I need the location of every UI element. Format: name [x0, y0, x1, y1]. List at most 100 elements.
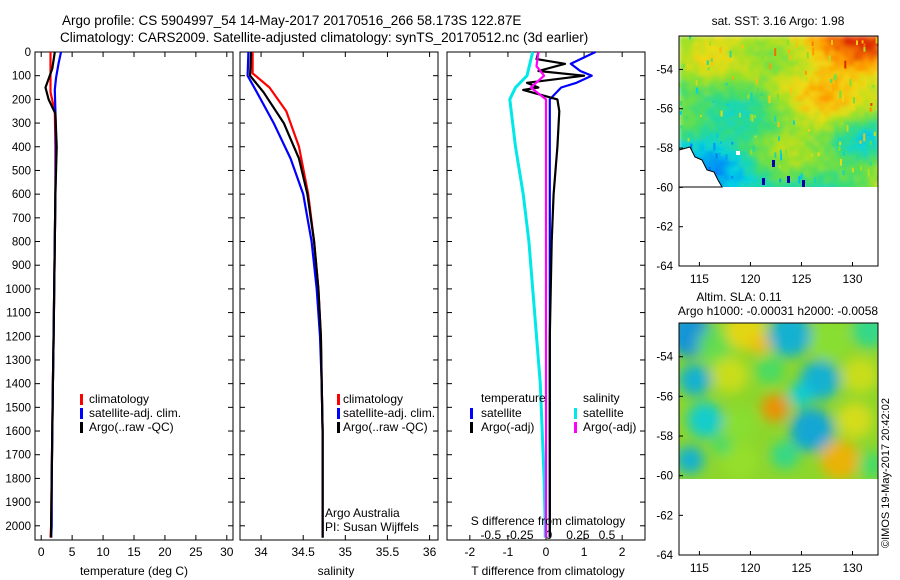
temperature-ticks: 0 5 10 15 20 25 30 — [38, 52, 234, 559]
legend-swatch-satellite — [80, 408, 83, 419]
top-tick-label: -0.25 — [506, 528, 534, 542]
difference-ticks: -2 -1 0 1 2 — [465, 52, 626, 559]
depth-tick-label: 1000 — [5, 284, 31, 296]
x-tick-label: 2 — [619, 545, 626, 559]
difference-profiles — [508, 51, 596, 538]
x-tick-label: 10 — [96, 545, 110, 559]
depth-tick-label: 100 — [12, 71, 31, 83]
temperature-legend: climatology satellite-adj. clim. Argo(..… — [80, 392, 181, 434]
x-tick-label: 30 — [220, 545, 234, 559]
legend-swatch-t-argo — [470, 422, 473, 433]
difference-panel: -2 -1 0 1 2 -0.5 -0.25 0 0.25 0.5 T difference f… — [446, 51, 646, 578]
x-tick-label: 35 — [339, 545, 353, 559]
x-tick-label: 25 — [189, 545, 203, 559]
lon-tick-label: 125 — [791, 561, 811, 575]
sst-heatmap-field — [679, 36, 878, 187]
depth-tick-label: 1400 — [5, 379, 31, 391]
x-tick-label: 15 — [127, 545, 141, 559]
depth-tick-label: 2000 — [5, 521, 31, 533]
salinity-axes-frame — [239, 51, 439, 541]
depth-tick-label: 1600 — [5, 426, 31, 438]
lat-tick-label: -54 — [656, 352, 673, 364]
s-difference-label: S difference from climatology — [471, 514, 626, 528]
lon-tick-label: 125 — [791, 272, 811, 286]
argo-australia-label: Argo Australia — [325, 506, 400, 520]
lat-tick-label: -58 — [656, 431, 673, 443]
depth-tick-label: 1500 — [5, 402, 31, 414]
legend-label-s-argo: Argo(-adj) — [583, 420, 636, 434]
top-tick-label: -0.5 — [480, 528, 501, 542]
depth-tick-label: 1800 — [5, 473, 31, 485]
temperature-profiles — [44, 51, 63, 538]
legend-swatch-t-satellite — [470, 408, 473, 419]
lon-tick-label: 115 — [690, 272, 709, 286]
difference-legend: temperature satellite Argo(-adj) salinit… — [470, 391, 636, 434]
depth-tick-label: 0 — [25, 47, 31, 59]
depth-tick-label: 600 — [12, 189, 31, 201]
lat-tick-label: -62 — [656, 510, 673, 522]
profile-line-argo-adj- — [522, 51, 586, 538]
x-tick-label: -1 — [503, 545, 514, 559]
x-tick-label: 0 — [543, 545, 550, 559]
profile-line-argo-raw-qc- — [249, 51, 324, 538]
legend-label-t-satellite: satellite — [481, 406, 522, 420]
sst-map-frame — [678, 35, 879, 267]
imos-attribution: ©IMOS 19-May-2017 20:42:02 — [880, 398, 892, 548]
legend-label-s-satellite: satellite — [583, 406, 624, 420]
legend-swatch-climatology — [80, 394, 83, 405]
x-tick-label: 35.5 — [376, 545, 400, 559]
temperature-xlabel: temperature (deg C) — [80, 564, 188, 578]
top-tick-label: 0.25 — [566, 528, 590, 542]
lat-tick-label: -56 — [656, 104, 673, 116]
legend-swatch-s-satellite — [574, 408, 577, 419]
salinity-xlabel: salinity — [318, 564, 355, 578]
pi-label: PI: Susan Wijffels — [325, 520, 419, 534]
profile-line-argo-raw-qc- — [44, 51, 58, 538]
depth-tick-label: 500 — [12, 165, 31, 177]
sla-lon-ticks: 115 120 125 130 — [690, 551, 863, 575]
sla-map-frame — [678, 322, 879, 556]
salinity-panel: 34 34.5 35 35.5 36 salinity climatology sate… — [239, 51, 439, 578]
depth-tick-label: 400 — [12, 142, 31, 154]
temperature-axes-frame — [34, 51, 234, 541]
depth-tick-label: 1700 — [5, 450, 31, 462]
legend-swatch-satellite — [337, 408, 340, 419]
header-line1: Argo profile: CS 5904997_54 14-May-2017 … — [62, 13, 521, 28]
lat-tick-label: -60 — [656, 471, 673, 483]
depth-tick-label: 900 — [12, 260, 31, 272]
sla-map-subtitle: Argo h1000: -0.00031 h2000: -0.0058 — [678, 304, 878, 318]
depth-tick-label: 200 — [12, 94, 31, 106]
legend-label-t-argo: Argo(-adj) — [481, 420, 534, 434]
sst-map-panel: sat. SST: 3.16 Argo: 1.98 -64 -62 -60 -58 -5… — [656, 14, 879, 286]
salinity-profiles — [246, 51, 324, 538]
x-tick-label: 34.5 — [292, 545, 316, 559]
depth-tick-label: 1300 — [5, 355, 31, 367]
lat-tick-label: -54 — [656, 64, 673, 76]
legend-swatch-argo — [80, 422, 83, 433]
depth-tick-label: 1200 — [5, 331, 31, 343]
x-tick-label: 34 — [254, 545, 268, 559]
t-difference-xlabel: T difference from climatology — [471, 564, 625, 578]
legend-label-satellite: satellite-adj. clim. — [89, 406, 181, 420]
legend-label-climatology: climatology — [343, 392, 403, 406]
lon-tick-label: 130 — [842, 561, 862, 575]
difference-depth-ticks — [447, 51, 645, 527]
land-mask — [678, 146, 723, 188]
lat-tick-label: -58 — [656, 143, 673, 155]
lon-tick-label: 120 — [740, 561, 760, 575]
x-tick-label: 20 — [158, 545, 172, 559]
profile-line-argo-adj- — [529, 51, 548, 538]
salinity-difference-ticks: -0.5 -0.25 0 0.25 0.5 — [480, 528, 615, 542]
legend-label-argo: Argo(..raw -QC) — [89, 420, 174, 434]
profile-line-satellite — [508, 51, 547, 538]
legend-label-satellite: satellite-adj. clim. — [343, 406, 435, 420]
depth-tick-label: 1900 — [5, 497, 31, 509]
lat-tick-label: -60 — [656, 182, 673, 194]
lon-tick-label: 115 — [690, 561, 709, 575]
legend-heading-salinity: salinity — [583, 391, 620, 405]
x-tick-label: -2 — [465, 545, 476, 559]
sla-lat-ticks: -64 -62 -60 -58 -56 -54 — [656, 352, 683, 562]
lat-tick-label: -56 — [656, 391, 673, 403]
header-line2: Climatology: CARS2009. Satellite-adjuste… — [60, 30, 588, 45]
